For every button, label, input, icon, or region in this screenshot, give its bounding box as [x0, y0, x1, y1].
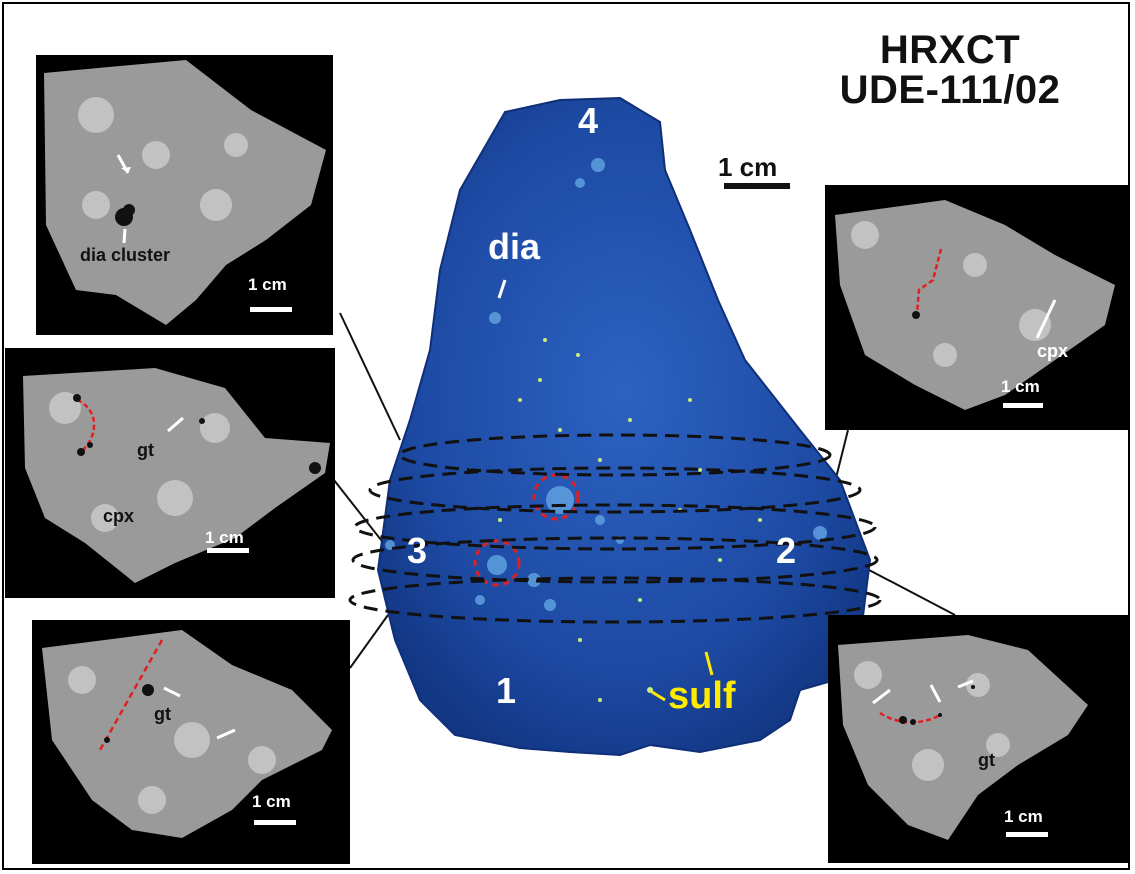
garnet-label-bottom-left: gt [154, 704, 171, 724]
scale-label-bottom-right: 1 cm [1004, 807, 1043, 826]
slice-number-1: 1 [496, 670, 517, 711]
cpx-label-mid-left: cpx [103, 506, 135, 526]
garnet-label-bottom-right: gt [978, 750, 995, 770]
scale-label-top-left: 1 cm [248, 275, 287, 294]
slice-panel-bottom-left: gt 1 cm [32, 620, 350, 864]
slice-image-mid-left [23, 368, 330, 583]
scale-bar-top-left [250, 307, 292, 312]
slice-panel-top-right: cpx 1 cm [825, 185, 1130, 430]
slice-number-4: 4 [578, 100, 599, 141]
slice-image-bottom-right [838, 635, 1088, 840]
dia-cluster-label: dia cluster [80, 245, 171, 265]
title-line-2: UDE-111/02 [839, 68, 1061, 112]
slice-panel-top-left: dia cluster 1 cm [36, 55, 333, 335]
scale-bar-bottom-left [254, 820, 296, 825]
scale-label-bottom-left: 1 cm [252, 792, 291, 811]
scale-bar-bottom-right [1006, 832, 1048, 837]
title-line-1: HRXCT [879, 28, 1021, 72]
scale-label-top-right: 1 cm [1001, 377, 1040, 396]
slice-panel-mid-left: gt cpx 1 cm [5, 348, 335, 598]
slice-image-top-left [44, 60, 326, 325]
slice-number-3: 3 [407, 530, 428, 571]
scale-bar-top-right [1003, 403, 1043, 408]
main-scale-bar [724, 183, 790, 189]
scale-bar-mid-left [207, 548, 249, 553]
slice-image-top-right [835, 200, 1115, 410]
garnet-label-mid-left: gt [137, 440, 154, 460]
diamond-label: dia [488, 226, 541, 267]
main-scale-label: 1 cm [718, 152, 778, 182]
slice-image-bottom-left [42, 630, 332, 838]
cpx-label-top-right: cpx [1037, 341, 1069, 361]
slice-panel-bottom-right: gt 1 cm [828, 615, 1130, 863]
scale-label-mid-left: 1 cm [205, 528, 244, 547]
slice-number-2: 2 [776, 530, 797, 571]
sulfide-label: sulf [668, 675, 736, 717]
figure-title: HRXCT UDE-111/02 [800, 30, 1100, 110]
